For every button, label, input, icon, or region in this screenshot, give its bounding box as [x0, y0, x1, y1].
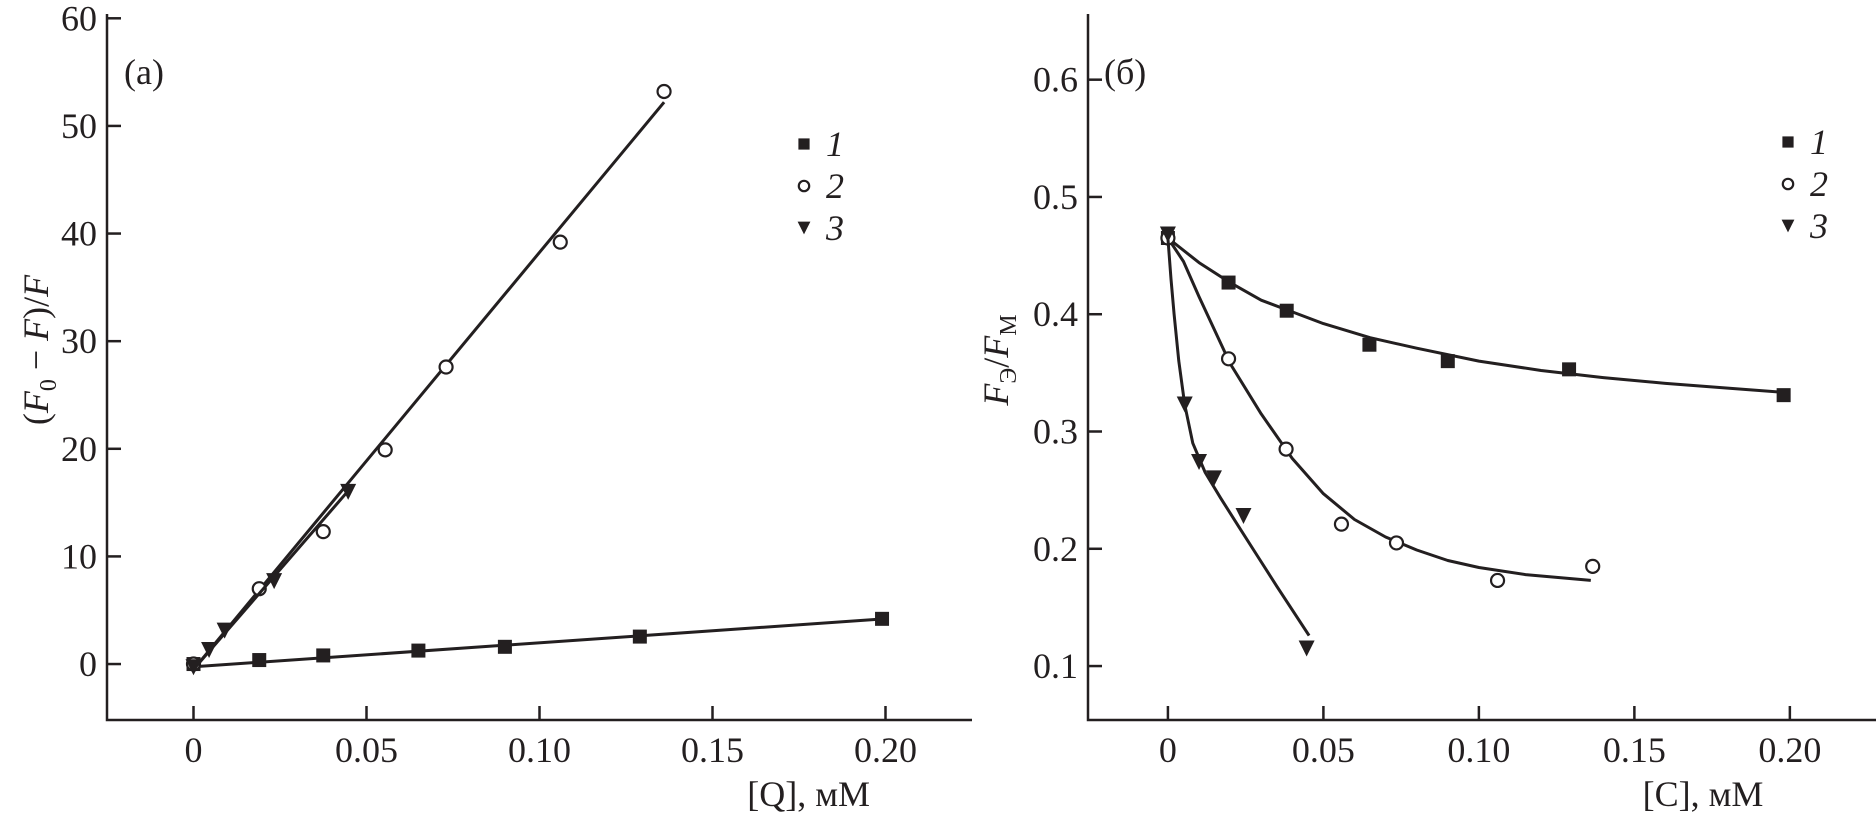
- fit-line: [1166, 237, 1591, 582]
- y-tick-label: 30: [61, 321, 97, 361]
- axes-frame: [1086, 14, 1876, 722]
- y-tick-label: 0.4: [1033, 294, 1078, 334]
- data-point: [1235, 507, 1252, 524]
- panel-b: (б) [C], мМ FЭ/FМ 0 0.05 0.10 0.15 0.20 0.1 0.…: [976, 14, 1876, 814]
- legend-entry-3: 3: [1781, 206, 1828, 246]
- legend-label: 1: [1810, 122, 1828, 162]
- fit-line: [1166, 237, 1311, 637]
- data-point: [377, 442, 393, 458]
- data-point: [1388, 535, 1405, 551]
- legend-marker: [1781, 177, 1795, 191]
- legend-label: 3: [1809, 206, 1828, 246]
- x-tick-label: 0.10: [1447, 730, 1510, 770]
- data-point: [1221, 275, 1236, 290]
- y-tick-label: 0.6: [1033, 60, 1078, 100]
- x-tick-label: 0.15: [681, 730, 744, 770]
- data-point: [216, 622, 233, 639]
- x-tick-label: 0: [185, 730, 203, 770]
- data-point: [1562, 362, 1577, 377]
- panel-a-label: (а): [124, 52, 164, 92]
- data-point: [1489, 572, 1506, 589]
- series-3: [1159, 226, 1315, 657]
- data-point: [1279, 303, 1294, 318]
- data-point: [656, 83, 672, 100]
- y-tick-label: 0.1: [1033, 646, 1078, 686]
- x-tick-label: 0.20: [854, 730, 917, 770]
- data-point: [1440, 354, 1455, 369]
- x-tick-label: 0.20: [1758, 730, 1821, 770]
- fit-line: [186, 617, 886, 669]
- x-tick-label: 0: [1159, 730, 1177, 770]
- fit-line: [1166, 236, 1791, 395]
- legend-label: 3: [825, 208, 844, 248]
- legend-entry-3: 3: [797, 208, 844, 248]
- y-tick-label: 10: [61, 536, 97, 576]
- panel-b-x-axis-title: [C], мМ: [1643, 774, 1764, 814]
- data-point: [1585, 558, 1601, 574]
- legend-marker: [797, 179, 811, 193]
- data-point: [1333, 516, 1350, 532]
- data-point: [266, 573, 283, 590]
- y-tick-label: 50: [61, 106, 97, 146]
- y-tick-label: 0.5: [1033, 177, 1078, 217]
- series-1: [186, 611, 890, 672]
- x-tick-label: 0.15: [1603, 730, 1666, 770]
- panel-b-label: (б): [1104, 52, 1146, 92]
- data-point: [552, 234, 568, 250]
- series-1: [1160, 230, 1791, 403]
- y-tick-label: 20: [61, 429, 97, 469]
- x-tick-label: 0.05: [1292, 730, 1355, 770]
- series-2: [1160, 230, 1601, 589]
- legend-label: 1: [826, 124, 844, 164]
- y-tick-label: 40: [61, 214, 97, 254]
- legend-marker: [798, 138, 810, 150]
- legend-marker: [797, 221, 811, 235]
- axes-frame: [105, 14, 972, 722]
- data-point: [875, 611, 890, 626]
- legend-marker: [1782, 136, 1794, 148]
- x-tick-label: 0.05: [335, 730, 398, 770]
- y-tick-label: 0: [79, 644, 97, 684]
- series-2: [185, 83, 672, 672]
- data-point: [340, 483, 357, 500]
- panel-b-y-axis-title: FЭ/FМ: [976, 314, 1022, 406]
- data-point: [1362, 337, 1377, 352]
- data-point: [411, 643, 426, 658]
- data-point: [252, 653, 267, 668]
- data-point: [185, 659, 202, 676]
- data-point: [315, 524, 331, 540]
- legend-entry-1: 1: [798, 124, 844, 164]
- panel-a-x-axis-title: [Q], мМ: [747, 774, 870, 814]
- panel-a-y-axis-title: (F0 − F)/F: [16, 274, 62, 425]
- data-point: [1220, 351, 1237, 367]
- data-point: [316, 648, 331, 663]
- data-point: [1205, 470, 1222, 487]
- data-point: [1191, 453, 1208, 470]
- y-tick-label: 0.2: [1033, 529, 1078, 569]
- panel-a: (а) [Q], мМ (F0 − F)/F 0 0.05 0.10 0.15 0.20…: [16, 0, 972, 814]
- legend-marker: [1781, 219, 1795, 233]
- y-tick-label: 0.3: [1033, 412, 1078, 452]
- legend-entry-2: 2: [797, 166, 844, 206]
- data-point: [1776, 388, 1791, 403]
- data-point: [632, 629, 647, 644]
- legend-label: 2: [1810, 164, 1828, 204]
- data-point: [1278, 441, 1294, 457]
- data-point: [497, 639, 512, 654]
- data-point: [1159, 226, 1176, 243]
- legend-label: 2: [826, 166, 844, 206]
- y-tick-label: 60: [61, 0, 97, 38]
- series-3: [185, 483, 357, 676]
- x-tick-label: 0.10: [508, 730, 571, 770]
- data-point: [201, 642, 218, 659]
- legend-entry-1: 1: [1782, 122, 1828, 162]
- data-point: [1298, 640, 1315, 657]
- data-point: [1176, 396, 1193, 413]
- data-point: [438, 359, 454, 375]
- legend-entry-2: 2: [1781, 164, 1828, 204]
